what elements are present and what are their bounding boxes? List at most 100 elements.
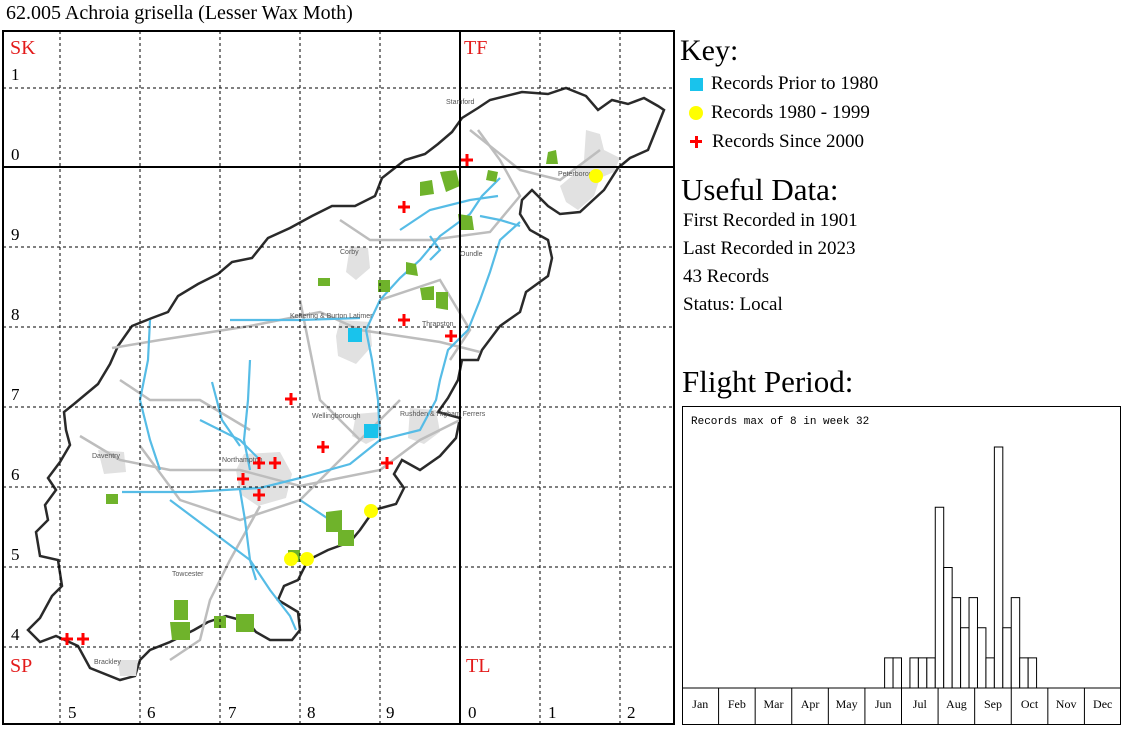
useful-data-heading: Useful Data: [681,172,839,207]
record-marker-since-2000 [317,441,329,453]
record-marker-1980-1999 [589,169,603,183]
grid-col-label: 2 [627,703,636,722]
grid-row-label: 9 [11,225,20,244]
record-marker-since-2000 [445,330,457,342]
grid-col-label: 8 [307,703,316,722]
town-label: Corby [340,249,359,256]
key-item-label: Records Prior to 1980 [711,73,879,94]
grid-col-label: 9 [386,703,395,722]
town-label: Oundle [460,251,483,258]
grid-row-label: 1 [11,65,20,84]
key-item-label: Records 1980 - 1999 [711,102,870,123]
record-marker-since-2000 [237,473,249,485]
useful-data-line: First Recorded in 1901 [683,210,858,231]
flight-bar-week-34 [960,627,970,689]
grid-row-label: 6 [11,465,20,484]
flight-bar-week-26 [892,657,903,689]
grid-col-label: 6 [147,703,156,722]
record-marker-since-2000 [398,314,410,326]
flight-bar-week-33 [951,597,962,689]
key-item-label: Records Since 2000 [712,131,864,152]
flight-bar-week-32 [943,567,953,689]
useful-data-line: Last Recorded in 2023 [683,238,856,259]
record-marker-since-2000 [253,489,265,501]
flight-bar-week-30 [926,657,936,689]
month-label: Jan [692,697,708,711]
woodland [106,150,558,640]
town-label: Towcester [172,571,204,578]
flight-period-chart: Records max of 8 in week 32 Jan Feb Mar Apr… [682,406,1121,725]
town-label: Kettering & Burton Latimer [290,313,373,320]
square-label-sp: SP [10,655,32,677]
square-icon [690,77,703,91]
month-label: Dec [1093,697,1112,711]
circle-icon [689,106,703,120]
record-marker-since-2000 [77,633,89,645]
month-label: Jul [913,697,928,711]
town-label: Rushden & Higham Ferrers [400,411,486,418]
record-marker-1980-1999 [284,552,298,566]
record-marker-1980-1999 [300,552,314,566]
record-marker-prior-1980 [364,424,378,438]
record-marker-since-2000 [285,393,297,405]
grid-col-label: 0 [468,703,477,722]
month-label: Apr [801,697,820,711]
record-marker-since-2000 [253,457,265,469]
chart-note: Records max of 8 in week 32 [691,416,869,428]
town-label: Stamford [446,99,475,106]
grid-col-label: 7 [228,703,237,722]
flight-bar-week-25 [884,657,894,689]
record-marker-since-2000 [381,457,393,469]
month-label: Oct [1021,697,1039,711]
square-label-sk: SK [10,37,36,59]
month-label: May [836,697,858,711]
urban-areas [98,130,620,676]
town-label: Daventry [92,453,121,460]
key-item: Records Prior to 1980 [688,73,878,95]
grid-row-label: 0 [11,145,20,164]
record-marker-since-2000 [398,201,410,213]
record-marker-since-2000 [461,154,473,166]
grid-lines [3,31,674,724]
grid-row-label: 7 [11,385,20,404]
record-marker-since-2000 [61,633,73,645]
flight-bar-week-38 [993,446,1004,689]
grid-col-label: 1 [548,703,557,722]
flight-bar-week-41 [1019,657,1029,689]
month-label: Nov [1056,697,1077,711]
record-marker-prior-1980 [348,328,362,342]
record-marker-since-2000 [269,457,281,469]
month-label: Mar [763,697,783,711]
town-label: Wellingborough [312,413,361,420]
flight-bar-week-37 [985,657,995,689]
flight-bar-week-40 [1010,597,1021,689]
flight-bar-week-39 [1002,627,1012,689]
month-label: Sep [984,697,1002,711]
key-item: Records Since 2000 [688,131,864,153]
flight-bar-week-31 [934,506,945,689]
town-label: Brackley [94,659,121,666]
flight-bar-week-42 [1027,657,1038,689]
grid-row-label: 5 [11,545,20,564]
key-heading: Key: [680,34,739,67]
town-label: Thrapston [422,321,454,328]
flight-bar-week-36 [976,627,987,689]
map-frame [2,30,675,725]
flight-bar-week-35 [968,597,978,689]
flight-bar-week-28 [909,657,919,689]
key-item: Records 1980 - 1999 [688,102,870,124]
page-title: 62.005 Achroia grisella (Lesser Wax Moth… [6,2,353,24]
flight-bar-week-29 [917,657,928,689]
grid-col-label: 5 [68,703,77,722]
month-label: Feb [728,697,746,711]
useful-data-line: 43 Records [683,266,770,287]
flight-period-heading: Flight Period: [682,364,854,399]
record-marker-1980-1999 [364,504,378,518]
grid-row-label: 4 [11,625,20,644]
town-label: Peterborough [558,171,601,178]
month-label: Jun [875,697,892,711]
square-label-tl: TL [466,655,490,677]
plus-icon [688,134,704,150]
square-label-tf: TF [464,37,487,59]
